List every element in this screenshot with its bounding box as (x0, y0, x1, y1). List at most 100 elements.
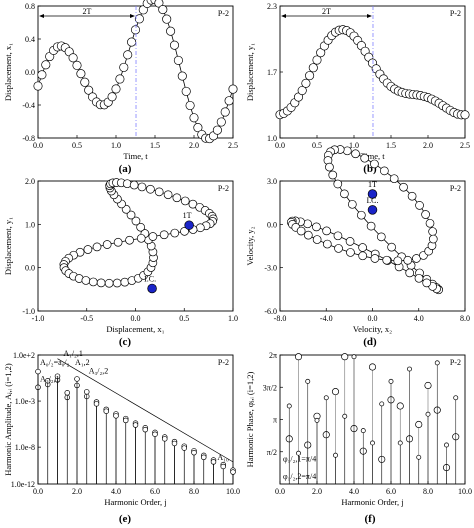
data-point-a (162, 14, 172, 24)
amplitude-point (152, 431, 158, 437)
data-point-b (305, 71, 315, 81)
data-point-c (112, 278, 122, 288)
phase-point (342, 413, 348, 419)
x-axis-label-b: Time, t (360, 151, 385, 161)
data-point-d (403, 255, 413, 265)
data-point-d (380, 166, 389, 176)
amplitude-point (35, 368, 41, 375)
data-point-c (131, 216, 141, 226)
y-tick-label-f: 2π (269, 351, 277, 360)
phase-point (396, 402, 404, 410)
data-point-c (88, 277, 98, 287)
x-tick-label-f: 4.0 (349, 487, 359, 496)
data-point-c (96, 278, 106, 288)
x-tick-label-b: 0.0 (275, 141, 285, 150)
x-axis-label-d: Velocity, x₂ (353, 324, 392, 334)
data-point-a (111, 84, 121, 94)
amplitude-point (210, 459, 217, 465)
phase-point (294, 353, 303, 361)
data-point-d (322, 239, 332, 249)
marked-point-d (367, 189, 378, 199)
data-point-d (407, 191, 417, 201)
data-point-a (158, 5, 168, 15)
period-arrowhead-left-a (39, 14, 44, 18)
marked-point-d (367, 205, 378, 215)
x-tick-label-e: 4.0 (111, 487, 121, 496)
y-tick-label-a: 0.0 (25, 68, 35, 77)
y-tick-label-e: 1.0e-3 (15, 397, 35, 406)
data-point-a (185, 100, 195, 111)
panel-label-d: (d) (363, 336, 377, 348)
period-label-b: 2T (322, 7, 331, 16)
data-point-c (104, 278, 114, 288)
x-tick-label-f: 2.0 (312, 487, 322, 496)
amplitude-point (103, 408, 109, 414)
y-tick-label-c: -1.0 (22, 307, 35, 316)
y-tick-label-c: 1.0 (25, 220, 35, 229)
data-point-a (130, 25, 141, 35)
y-tick-label-a: -0.4 (22, 101, 35, 110)
phase-point (296, 450, 301, 456)
data-point-d (414, 273, 424, 283)
amplitude-annotation: A₀/₂=a₀/₂ (40, 358, 70, 367)
phase-point (341, 353, 349, 361)
x-tick-label-d: -4.0 (320, 314, 333, 323)
phase-point (314, 417, 320, 423)
phase-point (351, 354, 357, 360)
y-tick-label-e: 1.0e+2 (13, 351, 35, 360)
data-point-d (312, 235, 322, 244)
data-point-a (33, 81, 43, 91)
y-axis-label-e: Harmonic Amplitude, Aⱼ,ᵢ (i=1,2) (3, 363, 13, 476)
data-point-a (212, 125, 222, 135)
y-tick-label-d: 0.0 (267, 220, 277, 229)
data-point-c (154, 187, 164, 197)
panel-b: P-2 0.0 0.5 1.0 1.5 2.0 2.5 1.0 1.7 2.3 Time, t Dis… (245, 2, 470, 161)
data-point-c (129, 180, 139, 190)
period-label-a: 2T (83, 7, 92, 16)
panel-tag-a: P-2 (218, 9, 229, 18)
amplitude-point (64, 390, 70, 396)
data-point-c (172, 193, 182, 203)
phase-point (368, 363, 377, 371)
data-point-d (340, 189, 349, 199)
data-point-d (405, 268, 415, 278)
amplitude-point (113, 413, 119, 419)
phase-point (370, 440, 375, 446)
data-point-a (169, 40, 180, 50)
data-point-c (136, 233, 146, 243)
x-tick-label-d: -8.0 (274, 314, 287, 323)
y-tick-label-d: 3.0 (267, 177, 277, 186)
y-axis-label-c: Displacement, y₁ (3, 217, 13, 275)
y-tick-label-d: -3.0 (264, 264, 277, 273)
data-point-d (382, 255, 392, 265)
data-point-a (107, 92, 117, 102)
panel-a: P-2 0.0 0.5 1.0 1.5 2.0 2.5 -0.8 -0.4 0.0 0.4 0.8 Ti… (3, 0, 238, 161)
phase-point (425, 411, 431, 417)
period-arrowhead-right-b (366, 14, 372, 18)
data-point-c (163, 190, 173, 200)
data-point-d (342, 146, 352, 156)
data-point-a (80, 77, 90, 87)
panel-label-e: (e) (119, 513, 132, 525)
data-point-c (170, 228, 180, 238)
data-point-d (370, 159, 379, 169)
data-point-c (81, 276, 91, 285)
data-point-d (328, 170, 338, 180)
x-tick-label-a: 2.0 (189, 141, 199, 150)
data-point-b (460, 110, 470, 120)
data-point-d (322, 226, 331, 236)
phase-point (434, 360, 440, 366)
data-point-a (41, 60, 51, 70)
x-axis-label-c: Displacement, x₁ (106, 324, 164, 334)
data-point-c (159, 230, 169, 240)
marked-point-label-d: 1T (368, 180, 377, 189)
data-point-a (76, 69, 86, 79)
amplitude-point (83, 389, 90, 395)
data-point-d (356, 210, 366, 220)
amplitude-point (93, 401, 100, 407)
y-tick-label-e: 1.0e-8 (15, 443, 35, 452)
phase-point (305, 378, 311, 384)
phase-annotation: φ₁/₂,1=π/4 (283, 454, 316, 463)
x-tick-label-e: 6.0 (150, 487, 160, 496)
data-point-b (308, 63, 318, 73)
